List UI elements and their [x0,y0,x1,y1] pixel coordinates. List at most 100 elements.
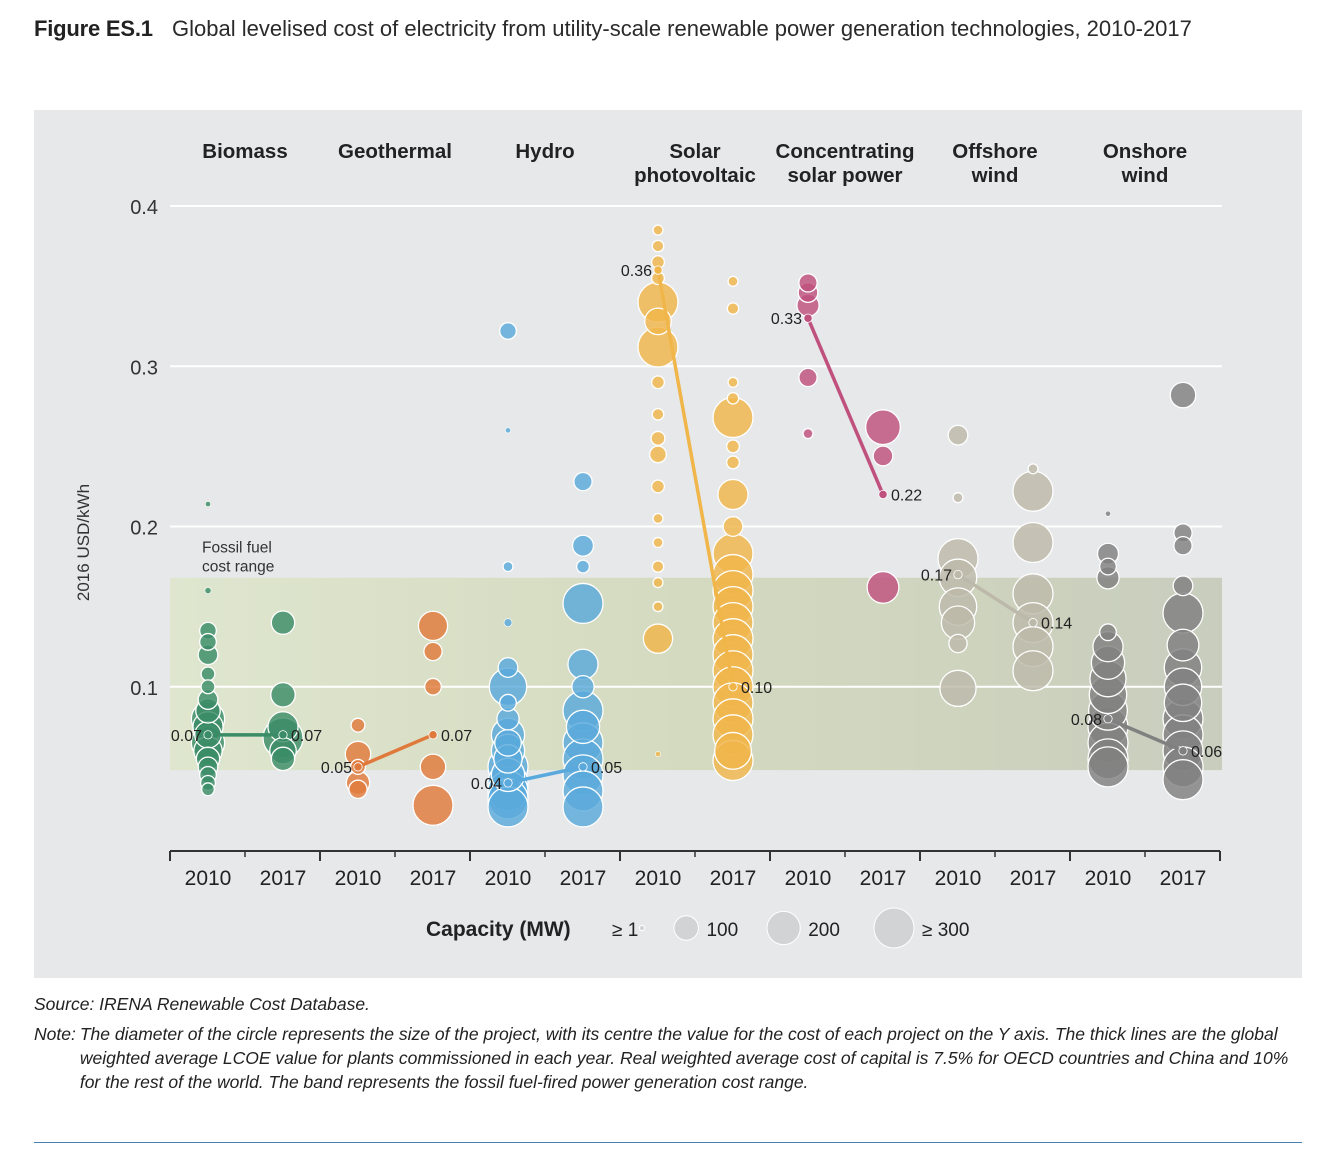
average-point [1103,714,1113,724]
x-year-label: 2010 [1085,867,1132,890]
data-bubble [205,501,211,508]
data-bubble [1099,623,1117,642]
data-bubble [866,570,900,604]
average-line [656,269,735,688]
bottom-rule [34,1142,1302,1143]
data-bubble [802,427,814,440]
category-label: Onshore [1103,140,1187,163]
chart-panel: 0.1 0.2 0.3 0.4 2016 USD/kWh Fossil fuel cost … [34,110,1302,978]
data-bubble [652,224,664,236]
data-bubble [562,786,604,828]
data-bubble [1105,510,1111,517]
data-bubble [562,582,604,625]
data-bubble [424,677,442,696]
data-bubble [947,424,969,446]
data-bubble [655,751,661,758]
fossil-fuel-band [170,577,1222,771]
band-label: Fossil fuel [202,540,272,557]
data-bubble [650,479,666,494]
x-year-label: 2017 [410,867,457,890]
data-bubble [503,618,513,627]
average-value-label: 0.08 [1071,712,1102,729]
average-point [1028,618,1038,628]
average-point [353,762,363,772]
data-bubble [948,633,968,654]
data-bubble [412,784,454,826]
legend-bubble [673,915,699,941]
data-bubble [502,560,514,573]
category-label: photovoltaic [634,164,756,187]
average-value-label: 0.07 [291,728,322,745]
average-point [203,730,213,740]
legend-bubble [766,910,801,946]
data-bubble [652,536,664,549]
average-point [278,730,288,740]
average-line [957,573,1034,625]
data-bubble [567,648,599,681]
average-value-label: 0.05 [591,760,622,777]
data-bubble [725,439,741,454]
y-tick-label: 0.2 [130,518,158,540]
x-year-label: 2017 [1160,867,1207,890]
data-bubble [423,641,443,662]
data-bubble [651,239,665,253]
data-bubble [270,610,296,635]
data-bubble [725,455,741,470]
legend-entry-label: 200 [808,920,840,941]
average-point [878,489,888,500]
category-label: Biomass [202,140,287,163]
average-point [428,730,438,740]
average-line [357,733,434,769]
data-bubble [575,559,591,574]
data-bubble [1162,759,1204,801]
figure-label: Figure ES.1 [34,16,153,41]
average-value-label: 0.14 [1041,616,1072,633]
data-bubble [652,512,664,525]
data-bubble [727,275,739,287]
data-bubble [494,728,522,757]
average-value-label: 0.05 [321,760,352,777]
note-block: Note: The diameter of the circle represe… [34,1022,1304,1094]
x-year-label: 2017 [860,867,907,890]
average-value-label: 0.17 [921,568,952,585]
category-label: Geothermal [338,140,452,163]
data-bubble [651,407,665,421]
data-bubble [727,376,739,388]
data-bubble [200,679,216,695]
x-year-label: 2017 [560,867,607,890]
average-value-label: 0.07 [441,728,472,745]
legend-entry-label: ≥ 300 [922,920,969,941]
data-bubble [1012,521,1054,564]
data-bubble [952,492,964,504]
category-label: Concentrating [776,140,915,163]
category-label: Offshore [952,140,1037,163]
y-tick-label: 0.3 [130,357,158,379]
average-value-label: 0.06 [1191,744,1222,761]
data-bubble [1162,592,1204,634]
average-line [507,765,584,785]
average-point [803,313,813,323]
y-tick-label: 0.4 [130,197,158,219]
average-point [953,569,963,580]
average-line [1107,717,1184,753]
data-bubble [642,623,674,654]
data-bubble [649,445,667,464]
data-bubble [939,669,977,708]
category-label: Hydro [515,140,574,163]
category-label: Solar [669,140,720,163]
data-bubble [499,322,517,340]
data-bubble [348,779,368,800]
data-bubble [499,693,517,712]
x-year-label: 2017 [260,867,307,890]
legend-bubble [873,907,915,949]
data-bubble [565,709,601,745]
data-bubble [419,753,447,781]
data-bubble [1173,535,1193,556]
average-line [806,317,885,496]
x-year-label: 2010 [635,867,682,890]
data-bubble [726,391,740,405]
average-point [728,682,738,692]
category-label: wind [1121,164,1169,187]
data-bubble [505,427,511,434]
data-bubble [713,731,753,770]
